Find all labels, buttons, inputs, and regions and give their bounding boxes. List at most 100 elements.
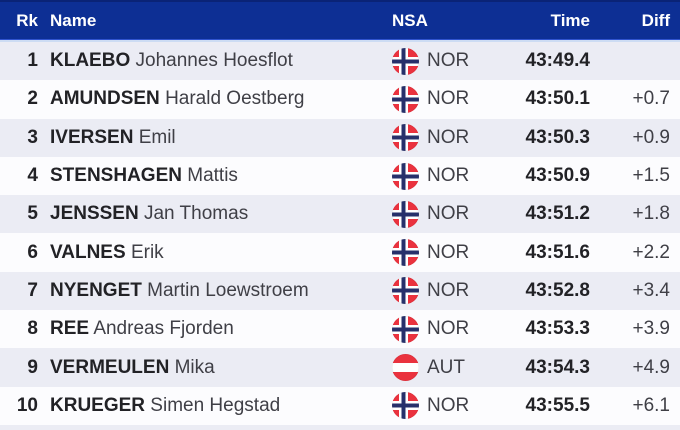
name-cell: REE Andreas Fjorden [38, 318, 392, 340]
austria-flag-icon [392, 354, 419, 382]
norway-flag-icon [392, 124, 419, 152]
time-cell: 43:53.3 [525, 318, 590, 340]
table-header: Rk Name NSA Time Diff [0, 0, 680, 39]
athlete-given-name: Erik [130, 241, 164, 263]
name-cell: VERMEULEN Mika [38, 357, 392, 379]
athlete-surname: NYENGET [50, 279, 142, 301]
nsa-code: NOR [427, 203, 470, 225]
nsa-cell: NOR [392, 124, 476, 152]
column-header-rank: Rk [16, 10, 38, 30]
table-row[interactable]: 3 IVERSEN Emil NOR 43:50.3 +0.9 [0, 118, 680, 157]
rank-cell: 10 [16, 394, 38, 416]
table-row[interactable]: 6 VALNES Erik NOR 43:51.6 +2.2 [0, 233, 680, 272]
time-cell: 43:51.6 [525, 241, 590, 263]
nsa-cell: NOR [392, 277, 476, 305]
name-cell: KLAEBO Johannes Hoesflot [38, 50, 392, 72]
name-cell: KRUEGER Simen Hegstad [38, 395, 392, 417]
norway-flag-icon [392, 85, 419, 113]
athlete-given-name: Emil [138, 126, 176, 148]
name-cell: IVERSEN Emil [38, 127, 392, 149]
column-header-name: Name [50, 10, 97, 30]
athlete-surname: VERMEULEN [50, 356, 170, 378]
diff-cell: +0.9 [632, 126, 670, 148]
norway-flag-icon [392, 162, 419, 190]
time-cell: 43:55.5 [525, 394, 590, 416]
diff-cell: +3.9 [632, 318, 670, 340]
athlete-given-name: Mika [174, 356, 215, 378]
rank-cell: 9 [27, 356, 38, 378]
name-cell: JENSSEN Jan Thomas [38, 203, 392, 225]
nsa-code: AUT [427, 356, 465, 378]
diff-cell: +2.2 [632, 241, 670, 263]
nsa-code: NOR [427, 279, 470, 301]
table-row[interactable]: 9 VERMEULEN Mika AUT 43:54.3 +4.9 [0, 348, 680, 387]
nsa-cell: AUT [392, 354, 476, 382]
table-row[interactable]: 10 KRUEGER Simen Hegstad NOR 43:55.5 +6.… [0, 386, 680, 425]
time-cell: 43:52.8 [525, 279, 590, 301]
athlete-given-name: Johannes Hoesflot [135, 50, 293, 72]
norway-flag-icon [392, 277, 419, 305]
column-header-diff: Diff [641, 10, 670, 30]
nsa-cell: NOR [392, 85, 476, 113]
rank-cell: 1 [27, 50, 38, 72]
athlete-surname: IVERSEN [50, 126, 134, 148]
athlete-surname: VALNES [50, 241, 126, 263]
rank-cell: 7 [27, 279, 38, 301]
nsa-code: NOR [427, 88, 470, 110]
nsa-cell: NOR [392, 162, 476, 190]
norway-flag-icon [392, 47, 419, 75]
time-cell: 43:51.2 [525, 203, 590, 225]
athlete-given-name: Simen Hegstad [150, 394, 281, 416]
name-cell: STENSHAGEN Mattis [38, 165, 392, 187]
table-row[interactable]: 2 AMUNDSEN Harald Oestberg NOR 43:50.1 +… [0, 80, 680, 119]
table-row[interactable]: 8 REE Andreas Fjorden NOR 43:53.3 +3.9 [0, 310, 680, 349]
nsa-cell: NOR [392, 239, 476, 267]
time-cell: 43:50.3 [525, 126, 590, 148]
nsa-cell: NOR [392, 200, 476, 228]
table-row[interactable]: 4 STENSHAGEN Mattis NOR 43:50.9 +1.5 [0, 156, 680, 196]
athlete-surname: KRUEGER [50, 394, 146, 416]
athlete-surname: JENSSEN [50, 203, 139, 225]
norway-flag-icon [392, 392, 419, 420]
name-cell: NYENGET Martin Loewstroem [38, 280, 392, 302]
norway-flag-icon [392, 200, 419, 228]
athlete-given-name: Andreas Fjorden [93, 318, 234, 340]
athlete-surname: KLAEBO [50, 50, 131, 72]
time-cell: 43:50.1 [525, 88, 590, 110]
table-row[interactable]: 1 KLAEBO Johannes Hoesflot NOR 43:49.4 [0, 42, 680, 81]
nsa-code: NOR [427, 318, 470, 340]
time-cell: 43:54.3 [525, 356, 590, 378]
norway-flag-icon [392, 315, 419, 343]
table-row[interactable]: 7 NYENGET Martin Loewstroem NOR 43:52.8 … [0, 271, 680, 311]
rank-cell: 4 [27, 165, 38, 187]
athlete-surname: STENSHAGEN [50, 165, 182, 187]
norway-flag-icon [392, 239, 419, 267]
athlete-surname: AMUNDSEN [50, 88, 160, 110]
table-row[interactable]: 5 JENSSEN Jan Thomas NOR 43:51.2 +1.8 [0, 195, 680, 234]
rank-cell: 6 [27, 241, 38, 263]
nsa-code: NOR [427, 126, 470, 148]
name-cell: VALNES Erik [38, 242, 392, 264]
table-body: 1 KLAEBO Johannes Hoesflot NOR 43:49.4 2… [0, 42, 680, 425]
diff-cell: +3.4 [632, 279, 670, 301]
time-cell: 43:50.9 [525, 165, 590, 187]
athlete-given-name: Jan Thomas [143, 203, 249, 225]
nsa-cell: NOR [392, 315, 476, 343]
diff-cell: +1.8 [632, 203, 670, 225]
diff-cell: +0.7 [632, 88, 670, 110]
nsa-cell: NOR [392, 47, 476, 75]
header-divider [0, 39, 680, 42]
nsa-cell: NOR [392, 392, 476, 420]
nsa-code: NOR [427, 241, 470, 263]
athlete-given-name: Martin Loewstroem [147, 279, 309, 301]
column-header-nsa: NSA [392, 10, 428, 30]
rank-cell: 3 [27, 126, 38, 148]
time-cell: 43:49.4 [525, 50, 590, 72]
rank-cell: 2 [27, 88, 38, 110]
diff-cell: +1.5 [632, 165, 670, 187]
rank-cell: 8 [27, 318, 38, 340]
nsa-code: NOR [427, 394, 470, 416]
nsa-code: NOR [427, 165, 470, 187]
diff-cell: +6.1 [632, 394, 670, 416]
